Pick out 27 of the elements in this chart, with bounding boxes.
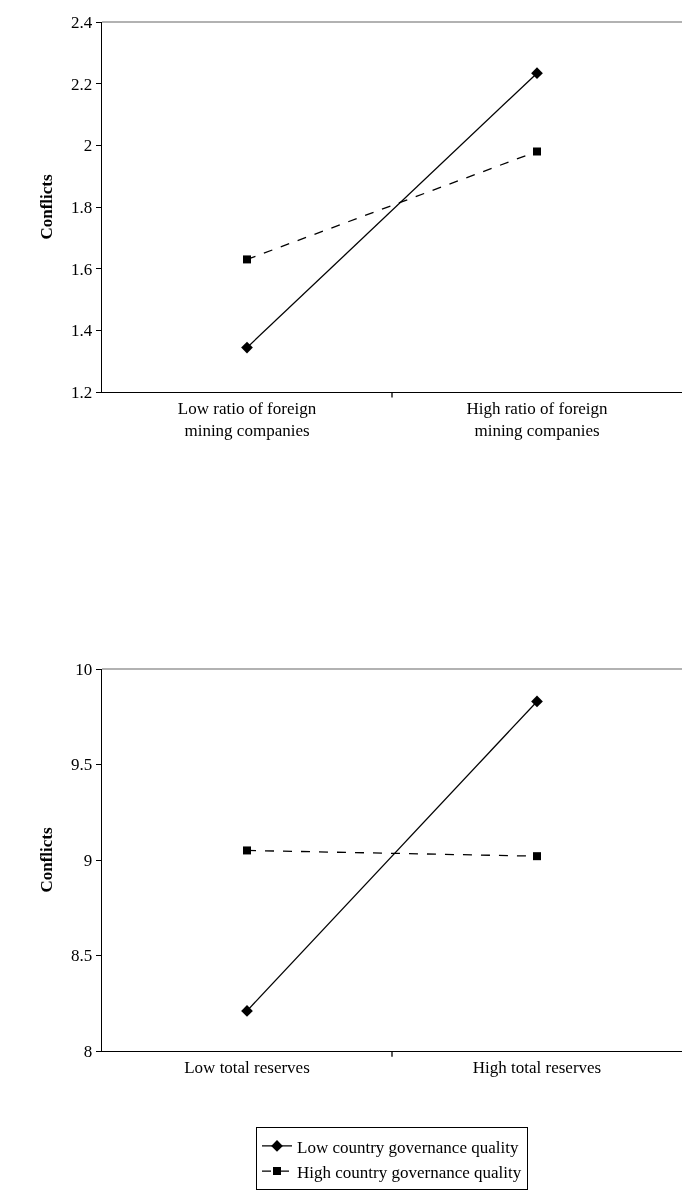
x-tick-label: High ratio of foreign mining companies	[466, 398, 609, 440]
y-tick-label: 1.8	[71, 197, 93, 217]
y-tick-label: 8	[83, 1041, 93, 1061]
y-tick-label: 1.4	[71, 321, 93, 341]
point	[531, 695, 543, 708]
y-tick-label: 9	[83, 850, 93, 870]
legend-label: High country governance quality	[297, 1162, 522, 1182]
y-tick-label: 9.5	[71, 755, 93, 775]
point	[531, 67, 543, 80]
y-tick-label: 10	[75, 659, 93, 679]
y-axis-title: Conflicts	[36, 827, 56, 893]
y-tick-label: 2.2	[71, 74, 93, 94]
point	[243, 846, 251, 855]
point	[241, 341, 253, 354]
x-tick-label: High total reserves	[472, 1057, 602, 1077]
x-tick-label: Low ratio of foreign mining companies	[177, 398, 317, 440]
y-tick-label: 1.2	[71, 382, 93, 402]
point	[533, 852, 541, 861]
point	[533, 147, 541, 156]
y-tick-label: 8.5	[71, 946, 93, 966]
y-tick-label: 2.4	[71, 12, 93, 32]
x-tick-label: Low total reserves	[184, 1057, 310, 1077]
y-tick-label: 1.6	[71, 259, 93, 279]
legend-label: Low country governance quality	[297, 1137, 519, 1157]
y-tick-label: 2	[83, 136, 93, 156]
y-axis-title: Conflicts	[36, 174, 56, 240]
point	[243, 255, 251, 264]
